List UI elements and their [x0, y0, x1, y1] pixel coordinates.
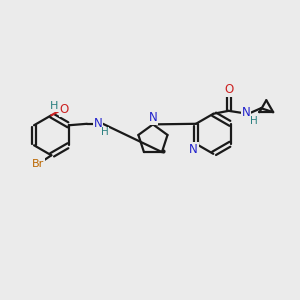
Text: H: H [250, 116, 258, 126]
Text: N: N [148, 111, 157, 124]
Text: O: O [224, 83, 233, 96]
Text: N: N [189, 142, 198, 156]
Text: H: H [50, 101, 58, 111]
Text: O: O [59, 103, 68, 116]
Text: N: N [94, 117, 103, 130]
Text: N: N [242, 106, 251, 119]
Text: Br: Br [32, 158, 44, 169]
Text: H: H [101, 127, 109, 137]
